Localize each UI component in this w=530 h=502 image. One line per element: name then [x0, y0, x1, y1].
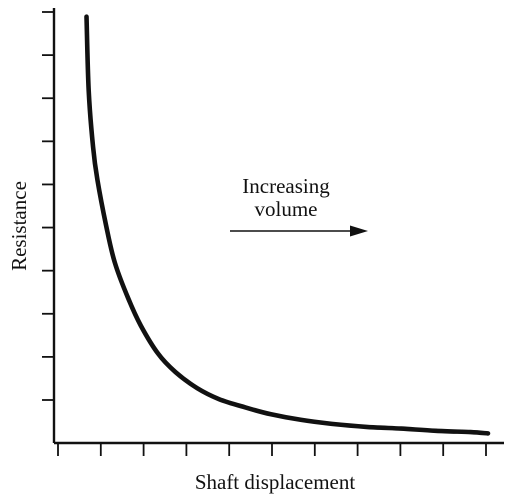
series-line-0 [84, 14, 491, 436]
axis-ticks [42, 11, 487, 456]
axes [52, 8, 504, 445]
annotation-arrow [230, 225, 368, 237]
x-axis-label: Shaft displacement [195, 470, 356, 494]
annotation-line-1: Increasing [242, 174, 330, 198]
series-group [84, 14, 491, 436]
y-axis-label: Resistance [7, 181, 31, 271]
annotation-line-2: volume [255, 197, 318, 221]
